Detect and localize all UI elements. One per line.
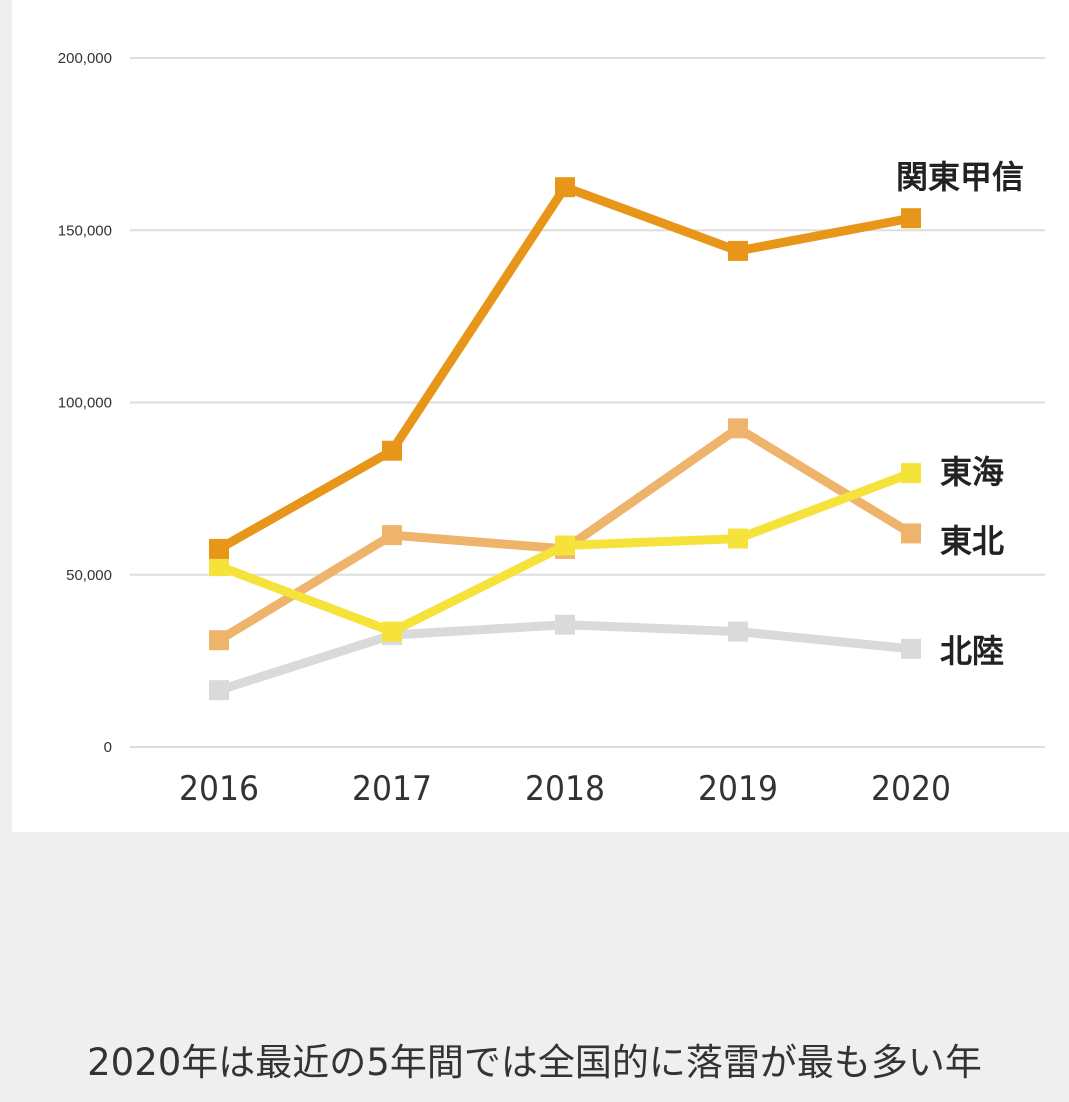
x-tick-label-2018: 2018 bbox=[525, 769, 605, 809]
data-point-1-2016 bbox=[209, 630, 229, 651]
x-tick-label-2016: 2016 bbox=[179, 769, 259, 809]
data-point-2-2017 bbox=[382, 621, 402, 642]
data-point-3-2020 bbox=[901, 208, 921, 229]
data-point-1-2019 bbox=[728, 418, 748, 439]
series-label-0: 北陸 bbox=[940, 632, 1004, 670]
data-point-2-2019 bbox=[728, 528, 748, 549]
x-tick-label-2020: 2020 bbox=[871, 769, 951, 809]
data-point-2-2020 bbox=[901, 463, 921, 484]
data-point-2-2016 bbox=[209, 556, 229, 577]
x-tick-label-2019: 2019 bbox=[698, 769, 778, 809]
data-point-0-2018 bbox=[555, 614, 575, 635]
data-point-3-2019 bbox=[728, 240, 748, 261]
data-point-1-2020 bbox=[901, 523, 921, 544]
y-tick-label-200000: 200,000 bbox=[58, 50, 112, 67]
y-tick-label-50000: 50,000 bbox=[66, 567, 112, 584]
data-point-0-2020 bbox=[901, 638, 921, 659]
chart-caption: 2020年は最近の5年間では全国的に落雷が最も多い年 bbox=[87, 1041, 982, 1084]
data-point-3-2017 bbox=[382, 440, 402, 461]
y-tick-label-100000: 100,000 bbox=[58, 395, 112, 412]
data-point-2-2018 bbox=[555, 535, 575, 556]
x-tick-label-2017: 2017 bbox=[352, 769, 432, 809]
y-tick-label-150000: 150,000 bbox=[58, 222, 112, 239]
data-point-0-2019 bbox=[728, 621, 748, 642]
series-line-3 bbox=[214, 182, 916, 554]
data-point-0-2016 bbox=[209, 680, 229, 701]
data-point-1-2017 bbox=[382, 525, 402, 546]
series-label-1: 東北 bbox=[940, 522, 1004, 560]
series-label-3: 関東甲信 bbox=[896, 158, 1024, 196]
y-tick-label-0: 0 bbox=[104, 739, 112, 756]
line-chart: 0 50,000 100,000 150,000 200,000 2016 2017 2018… bbox=[58, 50, 1045, 809]
chart-card bbox=[12, 0, 1069, 832]
data-point-3-2016 bbox=[209, 538, 229, 559]
series-label-2: 東海 bbox=[940, 453, 1004, 491]
data-point-3-2018 bbox=[555, 177, 575, 198]
